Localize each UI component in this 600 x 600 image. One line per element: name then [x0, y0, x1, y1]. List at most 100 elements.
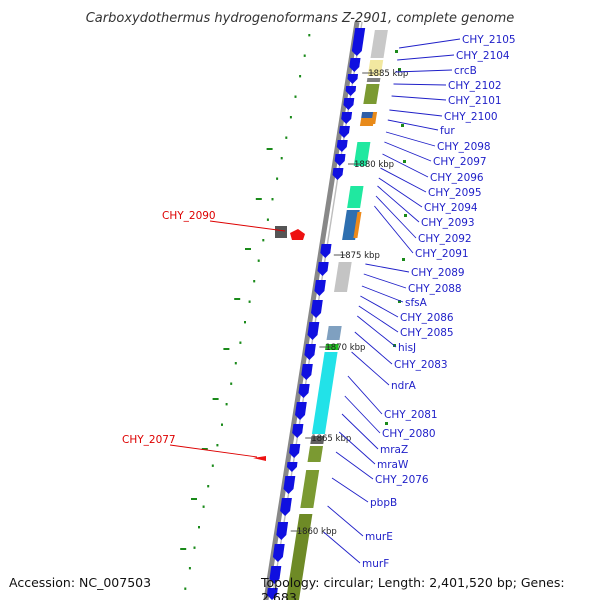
ring-tick [276, 177, 279, 180]
gene-label-chy_2077[interactable]: CHY_2077 [122, 434, 176, 446]
gene-label-chy_2089[interactable]: CHY_2089 [411, 267, 465, 279]
ring-tick-major [266, 148, 273, 150]
gene-label-hisj[interactable]: hisJ [398, 342, 416, 354]
cds-arrow[interactable] [332, 168, 344, 180]
gene-block[interactable] [367, 60, 384, 76]
gene-block[interactable] [334, 262, 352, 292]
gene-label-mraz[interactable]: mraZ [380, 444, 408, 456]
kbp-tick-label: 1860 kbp [297, 527, 337, 537]
cds-arrow[interactable] [311, 300, 323, 318]
gene-block[interactable] [353, 142, 371, 166]
gene-label-crcb[interactable]: crcB [454, 65, 477, 77]
gene-label-chy_2090[interactable]: CHY_2090 [162, 210, 216, 222]
gene-label-chy_2081[interactable]: CHY_2081 [384, 409, 438, 421]
gene-label-chy_2105[interactable]: CHY_2105 [462, 34, 516, 46]
cds-arrow[interactable] [304, 344, 316, 360]
ring-tick [184, 587, 187, 590]
cds-arrow[interactable] [314, 280, 326, 296]
cds-arrow[interactable] [345, 86, 357, 96]
gene-block[interactable] [326, 326, 342, 340]
ring-tick [248, 300, 251, 303]
cds-arrow[interactable] [267, 588, 278, 600]
cds-arrow[interactable] [336, 140, 348, 152]
gene-block-strip[interactable] [371, 112, 378, 124]
gene-label-leader [338, 431, 376, 465]
cds-arrow[interactable] [317, 262, 329, 276]
cds-arrow[interactable] [269, 566, 282, 584]
ring-tick [294, 95, 297, 98]
cds-arrow[interactable] [307, 322, 320, 340]
accession-label: Accession: NC_007503 [9, 575, 152, 590]
gene-block-strip[interactable] [353, 212, 362, 238]
gene-label-mure[interactable]: murE [365, 531, 393, 543]
gene-block[interactable] [359, 118, 375, 126]
cds-arrow[interactable] [286, 462, 298, 472]
ring-tick [221, 423, 223, 426]
gene-label-chy_2092[interactable]: CHY_2092 [418, 233, 472, 245]
cds-arrow[interactable] [301, 364, 313, 380]
gene-label-ndra[interactable]: ndrA [391, 380, 417, 392]
cds-arrow[interactable] [292, 424, 304, 438]
cds-arrow[interactable] [298, 384, 310, 398]
gene-label-leader [395, 69, 453, 73]
reverse-feature-small[interactable] [253, 456, 266, 461]
gene-label-chy_2086[interactable]: CHY_2086 [400, 312, 454, 324]
gene-block[interactable] [347, 186, 364, 208]
gene-label-pbpb[interactable]: pbpB [370, 497, 397, 509]
gene-label-murf[interactable]: murF [362, 558, 389, 570]
gene-label-leader [393, 83, 447, 86]
cds-arrow[interactable] [289, 444, 301, 458]
cds-arrow[interactable] [347, 74, 359, 84]
gene-label-leader [389, 109, 443, 117]
gene-label-chy_2083[interactable]: CHY_2083 [394, 359, 448, 371]
gene-label-chy_2101[interactable]: CHY_2101 [448, 95, 502, 107]
gene-label-fur[interactable]: fur [440, 125, 455, 137]
gene-block[interactable] [366, 78, 381, 82]
gene-label-chy_2076[interactable]: CHY_2076 [375, 474, 429, 486]
gene-block[interactable] [286, 514, 313, 600]
cds-arrow[interactable] [280, 498, 292, 516]
gene-block[interactable] [361, 112, 376, 118]
gene-label-leader [358, 305, 399, 333]
reverse-feature[interactable] [290, 229, 305, 240]
gene-label-chy_2097[interactable]: CHY_2097 [433, 156, 487, 168]
gene-label-mraw[interactable]: mraW [377, 459, 409, 471]
gene-label-leader [365, 263, 410, 273]
gene-label-chy_2096[interactable]: CHY_2096 [430, 172, 484, 184]
cds-arrow[interactable] [341, 112, 353, 124]
ring-tick-major [223, 348, 230, 350]
ring-tick [230, 382, 233, 385]
cds-arrow[interactable] [339, 126, 350, 138]
cds-arrow[interactable] [343, 98, 355, 110]
cds-arrow[interactable] [351, 28, 366, 56]
gene-label-chy_2093[interactable]: CHY_2093 [421, 217, 475, 229]
gene-block[interactable] [300, 470, 320, 508]
reverse-gene-block[interactable] [275, 226, 287, 238]
cds-arrow[interactable] [349, 58, 361, 72]
ring-tick [299, 75, 302, 78]
gene-label-chy_2098[interactable]: CHY_2098 [437, 141, 491, 153]
gene-block[interactable] [363, 84, 380, 104]
gene-label-chy_2094[interactable]: CHY_2094 [424, 202, 478, 214]
gene-block[interactable] [325, 344, 339, 350]
gene-label-leader [335, 451, 374, 480]
gene-block[interactable] [307, 446, 324, 462]
gene-block[interactable] [311, 352, 338, 434]
cds-arrow[interactable] [272, 544, 285, 562]
gene-label-sfsa[interactable]: sfsA [405, 297, 428, 309]
cds-arrow[interactable] [276, 522, 289, 540]
cds-arrow[interactable] [283, 476, 296, 494]
cds-arrow[interactable] [295, 402, 307, 420]
gene-label-chy_2095[interactable]: CHY_2095 [428, 187, 482, 199]
gene-label-chy_2091[interactable]: CHY_2091 [415, 248, 469, 260]
gene-label-chy_2088[interactable]: CHY_2088 [408, 283, 462, 295]
gene-label-chy_2104[interactable]: CHY_2104 [456, 50, 510, 62]
gene-label-chy_2100[interactable]: CHY_2100 [444, 111, 498, 123]
cds-arrow[interactable] [320, 244, 332, 258]
gene-block[interactable] [370, 30, 388, 58]
gene-label-chy_2085[interactable]: CHY_2085 [400, 327, 454, 339]
gene-label-chy_2080[interactable]: CHY_2080 [382, 428, 436, 440]
gene-label-chy_2102[interactable]: CHY_2102 [448, 80, 502, 92]
cds-arrow[interactable] [334, 154, 346, 166]
